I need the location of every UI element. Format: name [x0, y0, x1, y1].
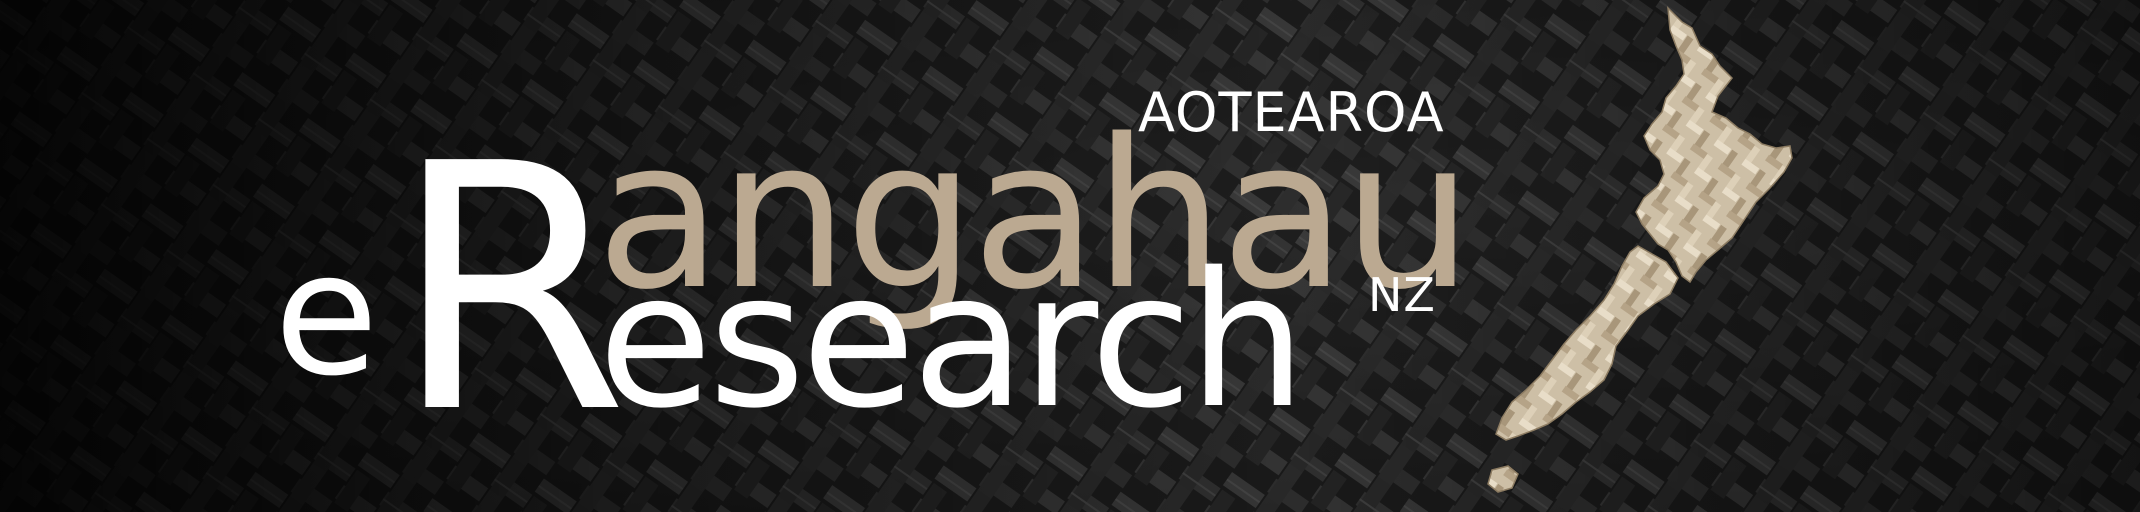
logo-aotearoa: AOTEAROA	[1138, 81, 1445, 144]
new-zealand-map-icon	[1487, 6, 1793, 493]
logo-e: e	[274, 216, 379, 414]
logo-esearch: esearch	[598, 232, 1306, 449]
logo-angahau: angahau	[596, 95, 1473, 335]
logo-R: R	[392, 92, 628, 488]
logo-nz: NZ	[1368, 268, 1436, 322]
